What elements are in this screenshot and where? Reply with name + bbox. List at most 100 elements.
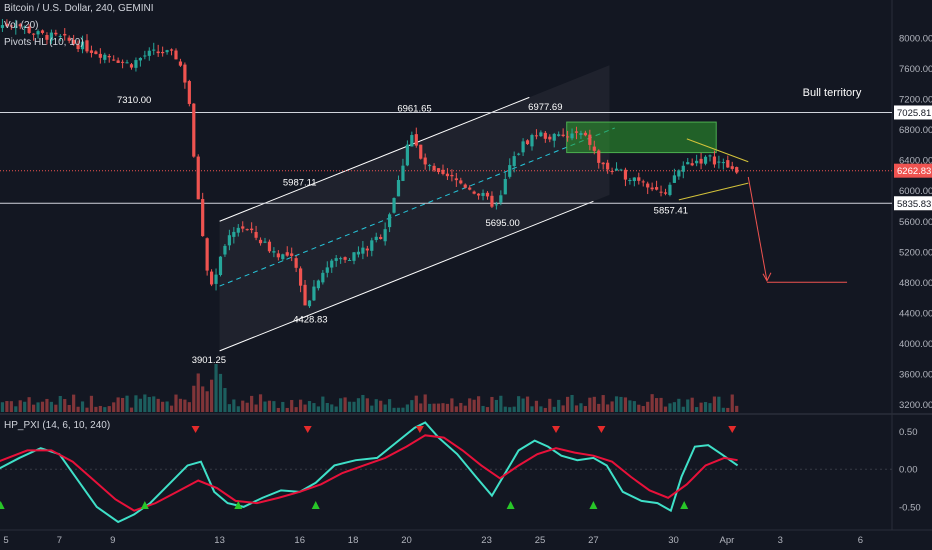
candle-body: [525, 140, 530, 145]
price-tick-label: 8000.00: [899, 34, 932, 45]
volume-bar: [619, 396, 623, 412]
volume-bar: [98, 405, 102, 412]
volume-bar: [708, 403, 712, 412]
candle-body: [574, 131, 579, 133]
time-tick-label: 20: [401, 535, 412, 546]
pivot-label: 4428.83: [293, 315, 327, 326]
candle-body: [334, 258, 338, 261]
candle-body: [285, 252, 289, 256]
volume-bar: [597, 403, 601, 412]
volume-bars: [0, 364, 739, 412]
candle-body: [459, 180, 463, 184]
price-tick-label: 4400.00: [899, 308, 932, 319]
volume-bar: [23, 401, 27, 412]
volume-bar: [89, 395, 94, 412]
pivot-label: 7310.00: [117, 95, 151, 106]
candle-body: [517, 153, 521, 155]
candle-body: [98, 53, 102, 58]
volume-bar: [405, 404, 409, 412]
time-tick-label: 6: [858, 535, 863, 546]
candle-body: [205, 238, 209, 271]
candle-body: [628, 180, 632, 182]
candle-body: [548, 136, 552, 140]
candle-body: [610, 170, 614, 172]
time-tick-label: 27: [588, 535, 599, 546]
volume-bar: [94, 406, 98, 412]
candle-body: [18, 24, 22, 27]
projection-arrow-head: [762, 272, 772, 282]
volume-bar: [646, 401, 650, 412]
candle-body: [161, 51, 165, 54]
time-tick-label: 5: [3, 535, 8, 546]
candle-body: [343, 257, 347, 260]
bull-territory-annotation: Bull territory: [803, 87, 862, 99]
channel-lower-line: [219, 200, 594, 352]
volume-bar: [201, 386, 205, 412]
volume-bar: [294, 407, 298, 412]
volume-bar: [58, 395, 62, 412]
volume-bar: [334, 406, 338, 412]
volume-bar: [67, 404, 71, 412]
volume-bar: [245, 402, 249, 412]
candle-body: [0, 25, 5, 28]
candle-body: [432, 165, 436, 171]
volume-bar: [307, 401, 312, 412]
volume-indicator-label: Vol (20): [4, 20, 39, 31]
volume-bar: [410, 400, 414, 412]
volume-bar: [681, 406, 685, 412]
volume-bar: [525, 396, 530, 412]
candle-body: [530, 135, 534, 147]
axis-price-tag-label: 7025.81: [897, 108, 931, 119]
volume-bar: [9, 401, 13, 412]
axis-price-tag: [894, 163, 932, 178]
candle-body: [339, 258, 343, 260]
candle-body: [152, 49, 156, 51]
candle-body: [147, 50, 151, 56]
candle-body: [468, 187, 472, 190]
volume-bar: [209, 379, 214, 412]
candle-body: [347, 259, 352, 261]
volume-bar: [374, 399, 378, 412]
time-tick-label: 3: [778, 535, 783, 546]
candle-body: [178, 61, 183, 66]
channel-median-line: [219, 127, 615, 287]
volume-bar: [614, 396, 619, 412]
candle-body: [201, 199, 205, 237]
candle-body: [223, 245, 227, 255]
pivot-label: 6977.69: [528, 102, 562, 113]
volume-bar: [628, 400, 632, 412]
volume-bar: [717, 396, 721, 412]
price-tick-label: 6000.00: [899, 186, 932, 197]
volume-bar: [347, 401, 352, 412]
candle-body: [54, 32, 58, 35]
osc-tick-label: 0.50: [899, 427, 918, 438]
candle-body: [663, 192, 668, 194]
candle-body: [557, 134, 561, 136]
candle-body: [592, 146, 596, 151]
candle-body: [370, 240, 374, 251]
candle-body: [414, 134, 418, 146]
candle-body: [125, 62, 129, 64]
candle-body: [36, 31, 40, 35]
buy-signal-marker: [589, 501, 598, 509]
candle-body: [254, 232, 258, 238]
candle-body: [436, 168, 441, 173]
volume-bar: [187, 402, 191, 412]
candle-body: [454, 178, 458, 181]
candle-body: [708, 155, 712, 157]
candle-body: [14, 26, 18, 29]
candle-body: [103, 54, 107, 60]
candle-body: [396, 180, 401, 197]
candle-body: [72, 39, 76, 44]
volume-bar: [663, 406, 668, 412]
volume-bar: [241, 400, 245, 412]
candle-body: [187, 81, 191, 104]
volume-bar: [267, 400, 272, 412]
volume-bar: [0, 402, 5, 412]
volume-bar: [147, 396, 151, 412]
candle-body: [717, 161, 721, 163]
volume-bar: [508, 407, 512, 412]
pivot-label: 6961.65: [397, 103, 431, 114]
candle-body: [183, 64, 187, 83]
